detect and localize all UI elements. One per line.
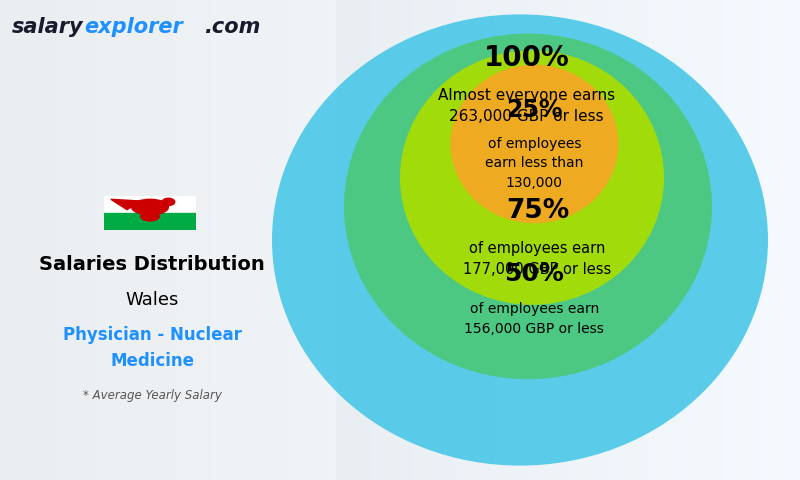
Text: * Average Yearly Salary: * Average Yearly Salary <box>82 389 222 403</box>
Ellipse shape <box>450 65 618 223</box>
Text: of employees
earn less than
130,000: of employees earn less than 130,000 <box>486 137 583 190</box>
Text: Wales: Wales <box>126 291 178 309</box>
Ellipse shape <box>400 50 664 305</box>
Bar <box>0 0 336 480</box>
Text: salary: salary <box>12 17 84 37</box>
Text: .com: .com <box>204 17 260 37</box>
Ellipse shape <box>344 34 712 379</box>
Ellipse shape <box>272 14 768 466</box>
Ellipse shape <box>131 199 169 215</box>
Text: Salaries Distribution: Salaries Distribution <box>39 254 265 274</box>
Text: explorer: explorer <box>84 17 182 37</box>
Text: 25%: 25% <box>506 98 562 122</box>
Bar <box>104 196 196 213</box>
Text: 75%: 75% <box>506 198 570 224</box>
Text: 100%: 100% <box>483 44 570 72</box>
Text: Almost everyone earns
263,000 GBP or less: Almost everyone earns 263,000 GBP or les… <box>438 87 615 123</box>
Ellipse shape <box>141 212 159 221</box>
Text: of employees earn
156,000 GBP or less: of employees earn 156,000 GBP or less <box>465 302 604 336</box>
Ellipse shape <box>162 198 174 205</box>
Text: 50%: 50% <box>505 262 564 286</box>
Text: of employees earn
177,000 GBP or less: of employees earn 177,000 GBP or less <box>463 241 612 277</box>
Bar <box>104 213 196 230</box>
Text: Physician - Nuclear
Medicine: Physician - Nuclear Medicine <box>62 326 242 370</box>
Polygon shape <box>111 199 141 210</box>
